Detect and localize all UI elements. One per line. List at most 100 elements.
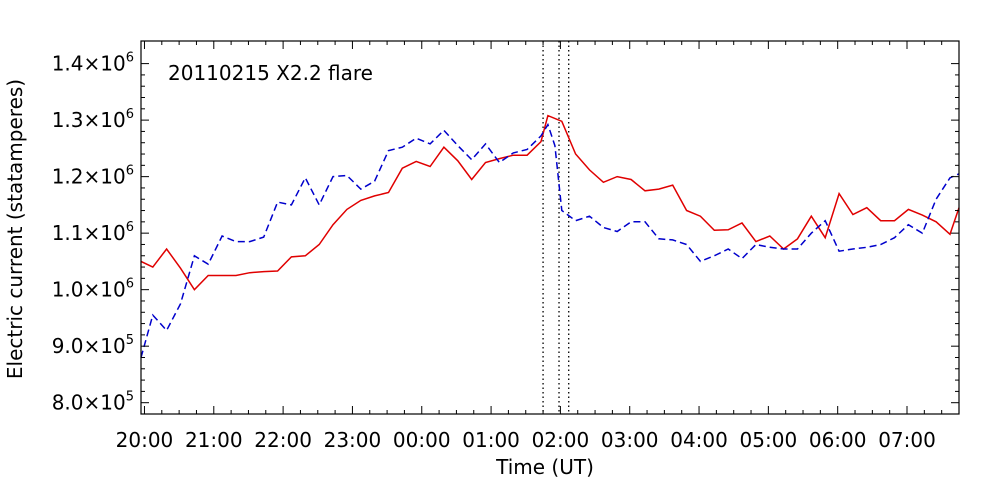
series-2-point	[879, 243, 882, 246]
y-tick-label: 1.1×106	[52, 220, 134, 245]
plot-area	[140, 41, 960, 414]
series-2-point	[921, 232, 924, 235]
y-tick-labels: 8.0×105 9.0×105 1.0×106 1.1×106 1.2×106 1.3×1…	[52, 51, 134, 415]
series-1-point	[546, 114, 549, 117]
series-1-point	[540, 140, 543, 143]
y-axis-label: Electric current (statamperes)	[3, 79, 27, 379]
series-1-point	[498, 157, 501, 160]
series-1-point	[644, 189, 647, 192]
series-2-point	[727, 248, 730, 251]
series-2-point	[318, 203, 321, 206]
y-tick-label: 1.3×106	[52, 107, 134, 132]
plot-frame	[140, 40, 960, 415]
series-2-point	[838, 250, 841, 253]
x-tick-label: 07:00	[878, 428, 936, 452]
series-2-point	[456, 144, 459, 147]
series-2-point	[498, 161, 501, 164]
series-1-point	[373, 194, 376, 197]
series-1-point	[193, 288, 196, 291]
series-1-point	[276, 270, 279, 273]
series-2-point	[560, 209, 563, 212]
series-1-point	[262, 270, 265, 273]
series-1-point	[754, 240, 757, 243]
series-1-point	[456, 159, 459, 162]
y-tick-label: 8.0×105	[52, 390, 134, 415]
series-2-point	[741, 257, 744, 260]
y-tick-label: 1.4×106	[52, 51, 134, 76]
x-tick-label: 01:00	[462, 428, 520, 452]
series-1-point	[345, 208, 348, 211]
series-2-point	[754, 243, 757, 246]
series-2-point	[893, 236, 896, 239]
series-1-point	[470, 178, 473, 181]
series-1-point	[221, 274, 224, 277]
y-tick-label: 9.0×105	[52, 333, 134, 358]
series-2-point	[851, 248, 854, 251]
series-2-point	[713, 254, 716, 257]
series-2-point	[644, 220, 647, 223]
series-1-point	[616, 175, 619, 178]
series-1-point	[318, 243, 321, 246]
series-2-point	[387, 149, 390, 152]
series-2-point	[546, 123, 549, 126]
series-1-point	[248, 271, 251, 274]
series-1-point	[630, 178, 633, 181]
series-1-point	[685, 209, 688, 212]
x-axis-label: Time (UT)	[495, 455, 594, 479]
series-1-point	[713, 229, 716, 232]
series-2-point	[290, 203, 293, 206]
series-2-point	[699, 260, 702, 263]
series-2-point	[630, 220, 633, 223]
series-1-point	[879, 219, 882, 222]
axis-ticks	[141, 41, 960, 414]
series-1-point	[151, 266, 154, 269]
series-2-point	[373, 180, 376, 183]
series-2-point	[151, 314, 154, 317]
series-2-point	[865, 246, 868, 249]
x-tick-label: 20:00	[116, 428, 174, 452]
x-tick-label: 03:00	[601, 428, 659, 452]
series-1-point	[727, 228, 730, 231]
x-tick-label: 05:00	[740, 428, 798, 452]
series-1-point	[526, 154, 529, 157]
series-2-point	[276, 201, 279, 204]
series-2-point	[671, 238, 674, 241]
series-1-point	[657, 188, 660, 191]
series-2-point	[470, 158, 473, 161]
series-2-point	[907, 223, 910, 226]
series-1-point	[415, 160, 418, 163]
series-1-point	[699, 215, 702, 218]
series-2-point	[553, 144, 556, 147]
x-tick-label: 21:00	[185, 428, 243, 452]
series-2-point	[262, 236, 265, 239]
series-1-point	[179, 267, 182, 270]
series-1-point	[560, 120, 563, 123]
series-2-point	[782, 248, 785, 251]
series-1-point	[768, 235, 771, 238]
series-1-point	[484, 161, 487, 164]
series-1-point	[796, 237, 799, 240]
series-1-point	[332, 223, 335, 226]
series-1-point	[935, 220, 938, 223]
series-2-point	[235, 240, 238, 243]
series-2-point	[602, 226, 605, 229]
series-2-point	[796, 248, 799, 251]
series-1-point	[893, 219, 896, 222]
x-tick-label: 02:00	[532, 428, 590, 452]
series-1-point	[588, 168, 591, 171]
series-1-point	[401, 167, 404, 170]
series-2-point	[526, 148, 529, 151]
x-tick-label: 22:00	[254, 428, 312, 452]
series-2-point	[442, 129, 445, 132]
series-1-point	[290, 255, 293, 258]
series-2-point	[540, 134, 543, 137]
series-1-point	[442, 146, 445, 149]
series-1-point	[851, 213, 854, 216]
series-2-point	[512, 151, 515, 154]
series-line-2	[140, 122, 960, 358]
series-1-point	[602, 181, 605, 184]
series-2-point	[484, 142, 487, 145]
x-tick-labels: 20:00 21:00 22:00 23:00 00:00 01:00 02:00 03:00…	[116, 428, 936, 452]
y-tick-label: 1.0×106	[52, 277, 134, 302]
